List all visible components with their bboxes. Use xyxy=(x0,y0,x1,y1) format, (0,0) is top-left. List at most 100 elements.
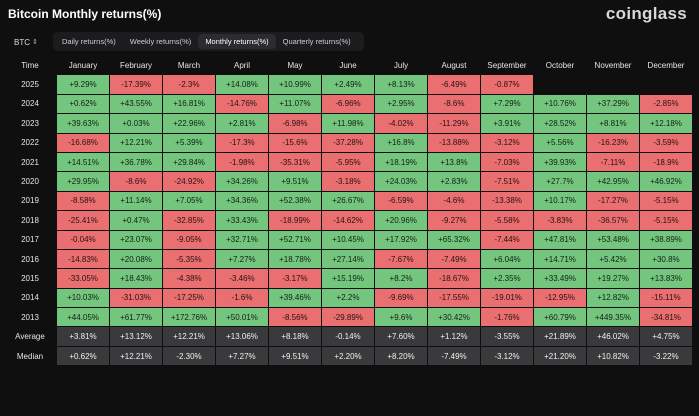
table-row: 2013 +44.05% +61.77% +172.76% +50.01% -8.56% -… xyxy=(4,308,692,327)
stat-cell: +8.18% xyxy=(269,327,321,346)
row-year-label: 2018 xyxy=(21,215,39,225)
return-cell: -6.49% xyxy=(428,75,480,94)
return-cell: -17.3% xyxy=(216,133,268,152)
return-cell: -25.41% xyxy=(57,211,109,230)
return-cell: -9.27% xyxy=(428,211,480,230)
return-cell: -16.68% xyxy=(57,133,109,152)
return-cell: -6.59% xyxy=(375,191,427,211)
stat-cell: +21.20% xyxy=(534,346,586,366)
return-cell: -3.18% xyxy=(322,172,374,191)
return-cell: +46.92% xyxy=(640,172,692,191)
return-cell: -4.6% xyxy=(428,191,480,211)
return-cell: +37.29% xyxy=(587,94,639,114)
table-header-row: Time January February March April May June July… xyxy=(4,56,692,74)
stat-cell: +2.20% xyxy=(322,346,374,366)
return-cell: -3.83% xyxy=(534,211,586,230)
return-cell: +9.6% xyxy=(375,308,427,327)
return-cell: -3.46% xyxy=(216,269,268,288)
return-cell: +10.03% xyxy=(57,288,109,308)
return-cell: +39.46% xyxy=(269,288,321,308)
row-year-label: 2017 xyxy=(21,235,39,245)
stat-cell: +13.12% xyxy=(110,327,162,346)
asset-select-value: BTC xyxy=(14,37,30,47)
return-cell: +33.43% xyxy=(216,211,268,230)
row-year-label: 2025 xyxy=(21,80,39,90)
row-year-label: 2019 xyxy=(21,196,39,206)
return-cell: +7.05% xyxy=(163,191,215,211)
column-header-month: April xyxy=(233,60,250,70)
return-cell: -0.87% xyxy=(481,75,533,94)
return-cell: -14.83% xyxy=(57,249,109,269)
return-cell: +36.78% xyxy=(110,152,162,172)
return-cell: +47.81% xyxy=(534,230,586,249)
return-cell xyxy=(587,75,639,94)
return-cell: +26.67% xyxy=(322,191,374,211)
tab-monthly-returns[interactable]: Monthly returns(%) xyxy=(198,34,276,49)
return-cell: +0.03% xyxy=(110,114,162,133)
return-cell: -7.67% xyxy=(375,249,427,269)
return-cell: +5.39% xyxy=(163,133,215,152)
stat-cell: +46.02% xyxy=(587,327,639,346)
table-row: 2015 -33.05% +18.43% -4.38% -3.46% -3.17% +15.… xyxy=(4,269,692,288)
return-cell: -12.95% xyxy=(534,288,586,308)
return-cell: -6.96% xyxy=(322,94,374,114)
table-row: 2023 +39.63% +0.03% +22.96% +2.81% -6.98% +11.… xyxy=(4,114,692,133)
monthly-returns-table: Time January February March April May June July… xyxy=(3,55,693,366)
return-cell: -5.58% xyxy=(481,211,533,230)
stat-cell: +3.81% xyxy=(57,327,109,346)
return-cell: -5.15% xyxy=(640,211,692,230)
return-cell: +39.63% xyxy=(57,114,109,133)
stat-cell: +12.21% xyxy=(163,327,215,346)
return-cell: +27.7% xyxy=(534,172,586,191)
return-cell: -9.05% xyxy=(163,230,215,249)
return-cell: -1.6% xyxy=(216,288,268,308)
table-row: 2020 +29.95% -8.6% -24.92% +34.26% +9.51% -3.1… xyxy=(4,172,692,191)
return-cell: -7.03% xyxy=(481,152,533,172)
tab-daily-returns[interactable]: Daily returns(%) xyxy=(62,37,116,46)
return-cell: +38.89% xyxy=(640,230,692,249)
return-cell: +18.43% xyxy=(110,269,162,288)
stat-cell: +9.51% xyxy=(269,346,321,366)
table-row: 2018 -25.41% +0.47% -32.85% +33.43% -18.99% -1… xyxy=(4,211,692,230)
return-cell: +14.71% xyxy=(534,249,586,269)
return-cell: +16.8% xyxy=(375,133,427,152)
return-cell: +449.35% xyxy=(587,308,639,327)
return-cell: -9.69% xyxy=(375,288,427,308)
column-header-month: December xyxy=(647,60,685,70)
return-cell: +60.79% xyxy=(534,308,586,327)
return-cell: +24.03% xyxy=(375,172,427,191)
return-cell: -16.23% xyxy=(587,133,639,152)
return-cell: -17.27% xyxy=(587,191,639,211)
table-row: 2025 +9.29% -17.39% -2.3% +14.08% +10.99% +2.4… xyxy=(4,75,692,94)
table-row: 2016 -14.83% +20.08% -5.35% +7.27% +18.78% +27… xyxy=(4,249,692,269)
return-cell: -7.51% xyxy=(481,172,533,191)
return-cell: -2.85% xyxy=(640,94,692,114)
asset-select[interactable]: BTC ⇕ xyxy=(14,35,44,49)
return-cell: -13.88% xyxy=(428,133,480,152)
row-year-label: 2015 xyxy=(21,273,39,283)
return-cell: -1.98% xyxy=(216,152,268,172)
return-cell: +6.04% xyxy=(481,249,533,269)
return-cell: +11.98% xyxy=(322,114,374,133)
return-cell: +14.08% xyxy=(216,75,268,94)
return-cell: +44.05% xyxy=(57,308,109,327)
stat-cell: +0.62% xyxy=(57,346,109,366)
return-cell: +10.45% xyxy=(322,230,374,249)
stat-cell: +21.89% xyxy=(534,327,586,346)
column-header-month: August xyxy=(441,60,467,70)
return-cell: +8.13% xyxy=(375,75,427,94)
return-cell: +10.17% xyxy=(534,191,586,211)
return-cell xyxy=(534,75,586,94)
return-cell: -32.85% xyxy=(163,211,215,230)
return-cell: +5.42% xyxy=(587,249,639,269)
tab-weekly-returns[interactable]: Weekly returns(%) xyxy=(129,37,192,46)
return-cell: -5.95% xyxy=(322,152,374,172)
table-row: 2014 +10.03% -31.03% -17.25% -1.6% +39.46% +2.… xyxy=(4,288,692,308)
column-header-month: January xyxy=(68,60,98,70)
return-cell: +27.14% xyxy=(322,249,374,269)
tab-quarterly-returns[interactable]: Quarterly returns(%) xyxy=(282,37,351,46)
table-row: 2022 -16.68% +12.21% +5.39% -17.3% -15.6% -37.… xyxy=(4,133,692,152)
return-cell: +17.92% xyxy=(375,230,427,249)
stat-row-label: Median xyxy=(16,351,44,361)
return-cell: +0.62% xyxy=(57,94,109,114)
